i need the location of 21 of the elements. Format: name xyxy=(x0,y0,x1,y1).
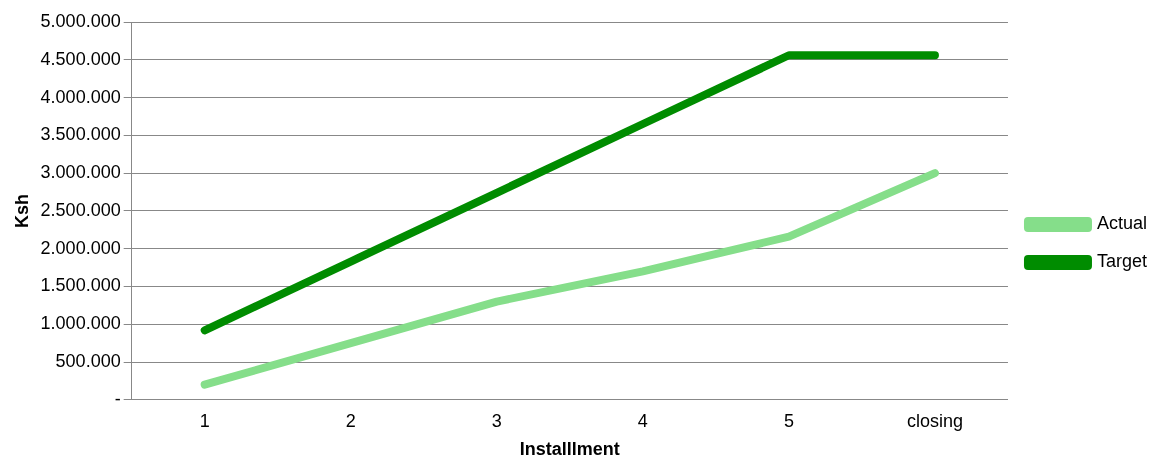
y-tick-label: 500.000 xyxy=(55,350,121,371)
legend-label: Target xyxy=(1096,251,1147,272)
y-tick-label: 3.500.000 xyxy=(40,124,121,145)
y-tick-label: 4.000.000 xyxy=(40,86,121,107)
y-tick-label: 3.000.000 xyxy=(40,162,121,183)
y-tick-label: 1.500.000 xyxy=(40,275,121,296)
legend-label: Actual xyxy=(1096,213,1147,234)
y-tick-label: 2.500.000 xyxy=(40,199,121,220)
x-axis-title: Installlment xyxy=(519,439,620,460)
y-tick-label: - xyxy=(114,388,121,409)
x-tick-label: 2 xyxy=(345,410,356,431)
x-tick-label: 4 xyxy=(637,410,648,431)
y-tick-label: 5.000.000 xyxy=(40,10,121,31)
y-tick-label: 4.500.000 xyxy=(40,48,121,69)
y-axis-title: Ksh xyxy=(11,193,32,228)
y-tick-label: 2.000.000 xyxy=(40,237,121,258)
x-tick-label: 3 xyxy=(491,410,502,431)
x-tick-label: 1 xyxy=(199,410,210,431)
y-tick-label: 1.000.000 xyxy=(40,313,121,334)
x-tick-label: closing xyxy=(906,410,963,431)
x-tick-label: 5 xyxy=(783,410,794,431)
